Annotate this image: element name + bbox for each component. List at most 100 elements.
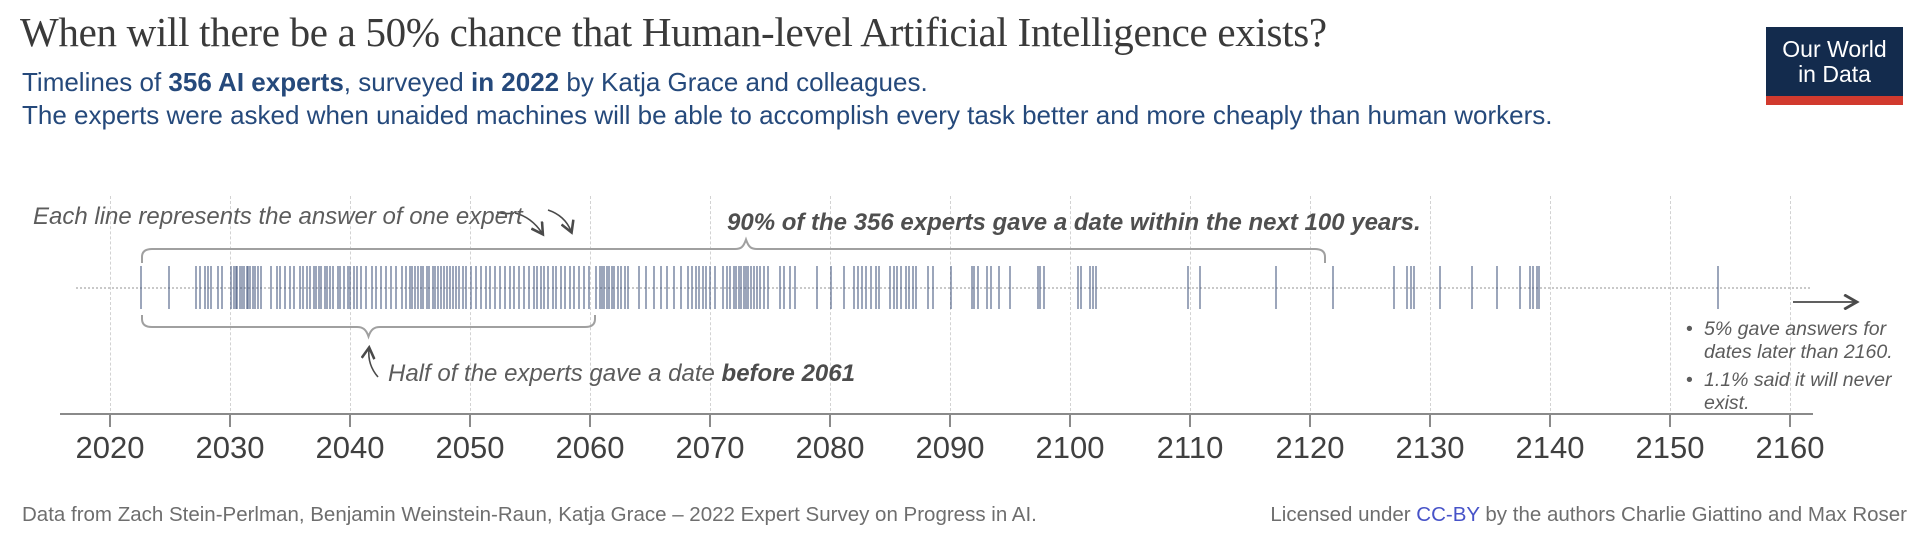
expert-answer-mark	[853, 266, 855, 309]
expert-answer-mark	[356, 266, 359, 309]
expert-answer-mark	[298, 266, 301, 309]
expert-answer-mark	[1089, 266, 1092, 309]
expert-answer-mark	[235, 266, 237, 309]
expert-answer-mark	[551, 266, 554, 309]
axis-tick-label: 2030	[195, 430, 265, 465]
expert-answer-mark	[733, 266, 735, 309]
expert-answer-mark	[251, 266, 254, 309]
half-brace	[141, 315, 596, 340]
expert-answer-mark	[419, 266, 422, 309]
expert-answer-mark	[195, 266, 198, 309]
expert-answer-mark	[843, 266, 846, 309]
decade-gridline	[110, 196, 111, 411]
expert-answer-mark	[729, 266, 732, 309]
expert-answer-mark	[400, 266, 403, 309]
expert-answer-mark	[458, 266, 461, 309]
expert-answer-mark	[422, 266, 425, 309]
expert-answer-mark	[665, 266, 668, 309]
cc-by-link[interactable]: CC-BY	[1416, 503, 1480, 526]
expert-answer-mark	[436, 266, 439, 309]
expert-answer-mark	[1275, 266, 1278, 309]
expert-answer-mark	[375, 266, 378, 309]
expert-answer-mark	[694, 266, 697, 309]
expert-answer-mark	[915, 266, 918, 309]
annotation-half-before-2061: Half of the experts gave a date before 2…	[388, 360, 855, 388]
expert-answer-mark	[587, 266, 590, 309]
expert-answer-mark	[349, 266, 351, 309]
expert-answer-mark	[448, 266, 451, 309]
expert-answer-mark	[494, 266, 497, 309]
expert-answer-mark	[1519, 266, 1521, 309]
axis-tick	[1069, 415, 1071, 427]
axis-tick-label: 2160	[1755, 430, 1825, 465]
expert-answer-mark	[578, 266, 581, 309]
expert-answer-mark	[249, 266, 252, 309]
expert-answer-mark	[470, 266, 473, 309]
chart-subtitle: Timelines of 356 AI experts, surveyed in…	[22, 66, 1552, 132]
expert-answer-mark	[1471, 266, 1473, 309]
expert-answer-mark	[1532, 266, 1535, 309]
expert-answer-mark	[742, 266, 745, 309]
expert-answer-mark	[652, 266, 655, 309]
expert-answer-mark	[976, 266, 979, 309]
expert-answer-mark	[645, 266, 648, 309]
expert-answer-mark	[691, 266, 693, 309]
expert-answer-mark	[1091, 266, 1094, 309]
note-never-exist: 1.1% said it will never exist.	[1704, 369, 1892, 414]
expert-answer-mark	[865, 266, 867, 309]
decade-gridline	[1070, 196, 1071, 411]
expert-answer-mark	[442, 266, 445, 309]
axis-tick	[469, 415, 471, 427]
expert-answer-mark	[755, 266, 758, 309]
axis-tick	[709, 415, 711, 427]
half-brace-arrow-icon	[369, 349, 379, 378]
owid-logo: Our World in Data	[1766, 27, 1903, 105]
expert-answer-mark	[878, 266, 881, 309]
axis-tick	[349, 415, 351, 427]
expert-answer-mark	[722, 266, 725, 309]
expert-answer-mark	[1009, 266, 1011, 309]
expert-answer-mark	[499, 266, 501, 309]
decade-gridline	[1310, 196, 1311, 411]
expert-answer-mark	[241, 266, 243, 309]
list-item: • 5% gave answers for dates later than 2…	[1686, 318, 1900, 364]
expert-answer-mark	[508, 266, 511, 309]
axis-tick	[1429, 415, 1431, 427]
list-item: • 1.1% said it will never exist.	[1686, 369, 1900, 415]
expert-answer-mark	[740, 266, 743, 309]
expert-answer-mark	[932, 266, 935, 309]
expert-answer-mark	[461, 266, 464, 309]
expert-answer-mark	[536, 266, 539, 309]
expert-answer-mark	[735, 266, 738, 309]
axis-tick	[1189, 415, 1191, 427]
axis-tick-label: 2150	[1635, 430, 1705, 465]
expert-answer-mark	[425, 266, 428, 309]
annotation-each-line: Each line represents the answer of one e…	[33, 203, 523, 230]
decade-gridline	[1190, 196, 1191, 411]
expert-answer-mark	[583, 266, 585, 309]
axis-tick	[1309, 415, 1311, 427]
expert-answer-mark	[986, 266, 989, 309]
expert-answer-mark	[753, 266, 756, 309]
expert-answer-mark	[1538, 266, 1541, 309]
expert-answer-mark	[613, 266, 615, 309]
axis-tick-label: 2020	[75, 430, 145, 465]
expert-answer-mark	[745, 266, 747, 309]
expert-answer-mark	[927, 266, 930, 309]
expert-answer-mark	[343, 266, 345, 309]
decade-gridline	[1430, 196, 1431, 411]
expert-answer-mark	[243, 266, 246, 309]
expert-answer-mark	[245, 266, 248, 309]
expert-answer-mark	[269, 266, 272, 309]
expert-answer-mark	[1413, 266, 1416, 309]
expert-answer-mark	[326, 266, 329, 309]
axis-tick-label: 2060	[555, 430, 625, 465]
expert-answer-mark	[380, 266, 383, 309]
expert-answer-mark	[973, 266, 975, 309]
expert-answer-mark	[794, 266, 797, 309]
decade-gridline	[590, 196, 591, 411]
subtitle-survey-year: in 2022	[470, 67, 560, 97]
expert-answer-mark	[547, 266, 549, 309]
expert-answer-mark	[289, 266, 291, 309]
expert-answer-mark	[518, 266, 521, 309]
